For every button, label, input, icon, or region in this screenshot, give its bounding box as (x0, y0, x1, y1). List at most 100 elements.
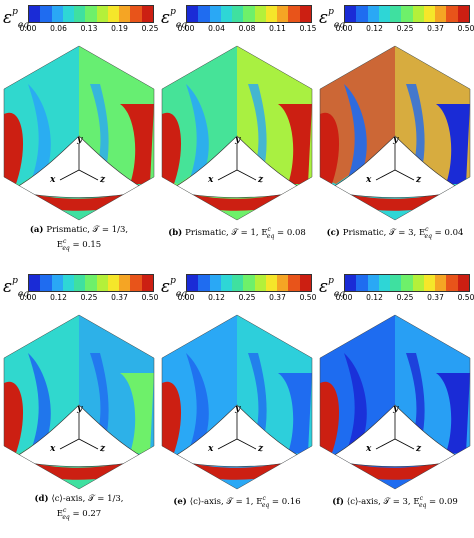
axis-label-x: x (365, 444, 372, 454)
colorbar-swatch (288, 6, 300, 22)
contour-plot: y x z (3, 45, 155, 221)
panel-d: εpeq 0.00 0.12 0.25 0.37 0.50 y x z (d) ⟨c⟩-ax… (0, 269, 158, 538)
colorbar-swatch (299, 6, 311, 22)
colorbar-swatch (265, 6, 278, 22)
colorbar-tick-label: 0.15 (299, 24, 317, 33)
caption: (d) ⟨c⟩-axis, 𝒯 = 1/3, Eceq = 0.27 (34, 494, 124, 521)
colorbar-swatch (378, 6, 391, 22)
colorbar-swatch (220, 275, 233, 291)
axis-label-x: x (365, 175, 372, 185)
colorbar-tick-label: 0.00 (335, 24, 353, 33)
caption: (b) Prismatic, 𝒯 = 1, Eceq = 0.08 (168, 226, 306, 240)
colorbar-ticks: 0.00 0.12 0.25 0.37 0.50 (10, 293, 160, 305)
colorbar-swatch (367, 6, 379, 22)
colorbar-swatch (345, 6, 357, 22)
colorbar-swatch (277, 6, 289, 22)
colorbar-legend: εpeq 0.00 0.12 0.25 0.37 0.50 (316, 0, 474, 42)
colorbar-legend: εpeq 0.00 0.04 0.08 0.11 0.15 (158, 0, 316, 42)
colorbar (186, 274, 312, 292)
axis-label-z: z (99, 175, 106, 185)
colorbar-swatch (96, 6, 108, 22)
colorbar-swatch (243, 275, 255, 291)
colorbar-symbol: εpeq (161, 7, 187, 31)
colorbar-ticks: 0.00 0.04 0.08 0.11 0.15 (168, 24, 318, 36)
colorbar-swatch (85, 275, 97, 291)
colorbar-tick-label: 0.25 (80, 293, 98, 302)
colorbar-tick-label: 0.37 (427, 293, 444, 302)
colorbar-swatch (356, 6, 368, 22)
axes-triad: y x z (49, 404, 106, 454)
caption: (a) Prismatic, 𝒯 = 1/3, Eceq = 0.15 (29, 225, 129, 252)
caption: (f) ⟨c⟩-axis, 𝒯 = 3, Eceq = 0.09 (332, 495, 458, 509)
colorbar-tick-label: 0.50 (299, 293, 317, 302)
caption: (c) Prismatic, 𝒯 = 3, Eceq = 0.04 (326, 226, 464, 240)
axes-triad: y x z (365, 135, 422, 185)
panel-c: εpeq 0.00 0.12 0.25 0.37 0.50 y x z (c) Prisma… (316, 0, 474, 269)
axis-label-z: z (415, 175, 422, 185)
caption-label: (b) (168, 227, 186, 238)
colorbar-swatch (401, 275, 413, 291)
axes-triad: y x z (365, 404, 422, 454)
axis-label-y: y (76, 404, 83, 414)
colorbar-swatch (85, 6, 97, 22)
panel-e: εpeq 0.00 0.12 0.25 0.37 0.50 y x z (e) ⟨c⟩-ax… (158, 269, 316, 538)
colorbar-tick-label: 0.04 (208, 24, 225, 33)
colorbar-swatch (299, 275, 311, 291)
colorbar-swatch (423, 6, 436, 22)
axis-label-y: y (392, 404, 399, 414)
colorbar-ticks: 0.00 0.12 0.25 0.37 0.50 (326, 24, 474, 36)
panel-f: εpeq 0.00 0.12 0.25 0.37 0.50 y x z (f) ⟨c⟩-ax… (316, 269, 474, 538)
colorbar-legend: εpeq 0.00 0.12 0.25 0.37 0.50 (316, 269, 474, 311)
colorbar-symbol: εpeq (319, 7, 345, 31)
contour-plot: y x z (319, 314, 471, 490)
colorbar-swatch (254, 275, 266, 291)
caption-label: (e) (173, 496, 190, 507)
caption-text: ⟨c⟩-axis, 𝒯 = 3, (346, 496, 414, 507)
colorbar-swatch (232, 275, 244, 291)
colorbar-swatch (390, 275, 402, 291)
contour-plot: y x z (319, 45, 471, 221)
colorbar-tick-label: 0.00 (177, 293, 195, 302)
caption-text: ⟨c⟩-axis, 𝒯 = 1/3, (51, 494, 124, 504)
colorbar-swatch (40, 275, 52, 291)
colorbar-tick-label: 0.12 (366, 293, 383, 302)
colorbar-swatch (62, 275, 75, 291)
colorbar-swatch (130, 275, 142, 291)
colorbar-tick-label: 0.11 (269, 24, 286, 33)
colorbar-swatch (187, 6, 199, 22)
colorbar-tick-label: 0.19 (111, 24, 128, 33)
axis-label-x: x (207, 175, 214, 185)
colorbar-swatch (187, 275, 199, 291)
colorbar-tick-label: 0.50 (457, 24, 474, 33)
colorbar-swatch (446, 6, 458, 22)
axes-triad: y x z (207, 404, 264, 454)
contour-field (4, 46, 154, 220)
colorbar (186, 5, 312, 23)
axis-label-y: y (76, 135, 83, 145)
colorbar-swatch (390, 6, 402, 22)
contour-field (4, 315, 154, 489)
colorbar-legend: εpeq 0.00 0.06 0.13 0.19 0.25 (0, 0, 158, 42)
colorbar-swatch (51, 6, 63, 22)
colorbar-symbol: εpeq (3, 7, 29, 31)
colorbar-tick-label: 0.37 (269, 293, 286, 302)
colorbar-swatch (220, 6, 233, 22)
colorbar-swatch (130, 6, 142, 22)
colorbar-tick-label: 0.50 (141, 293, 159, 302)
axis-label-z: z (99, 444, 106, 454)
axis-label-x: x (49, 175, 56, 185)
colorbar-tick-label: 0.06 (50, 24, 67, 33)
colorbar-swatch (119, 275, 131, 291)
colorbar-legend: εpeq 0.00 0.12 0.25 0.37 0.50 (158, 269, 316, 311)
colorbar-swatch (243, 6, 255, 22)
caption-text: ⟨c⟩-axis, 𝒯 = 1, (189, 496, 257, 507)
colorbar-swatch (457, 6, 469, 22)
colorbar-tick-label: 0.37 (427, 24, 444, 33)
contour-plot: y x z (3, 314, 155, 490)
colorbar-swatch (209, 275, 221, 291)
colorbar-swatch (356, 275, 368, 291)
caption-label: (a) (29, 225, 47, 235)
colorbar-tick-label: 0.12 (50, 293, 67, 302)
colorbar-ticks: 0.00 0.12 0.25 0.37 0.50 (168, 293, 318, 305)
caption: (e) ⟨c⟩-axis, 𝒯 = 1, Eceq = 0.16 (173, 495, 301, 509)
